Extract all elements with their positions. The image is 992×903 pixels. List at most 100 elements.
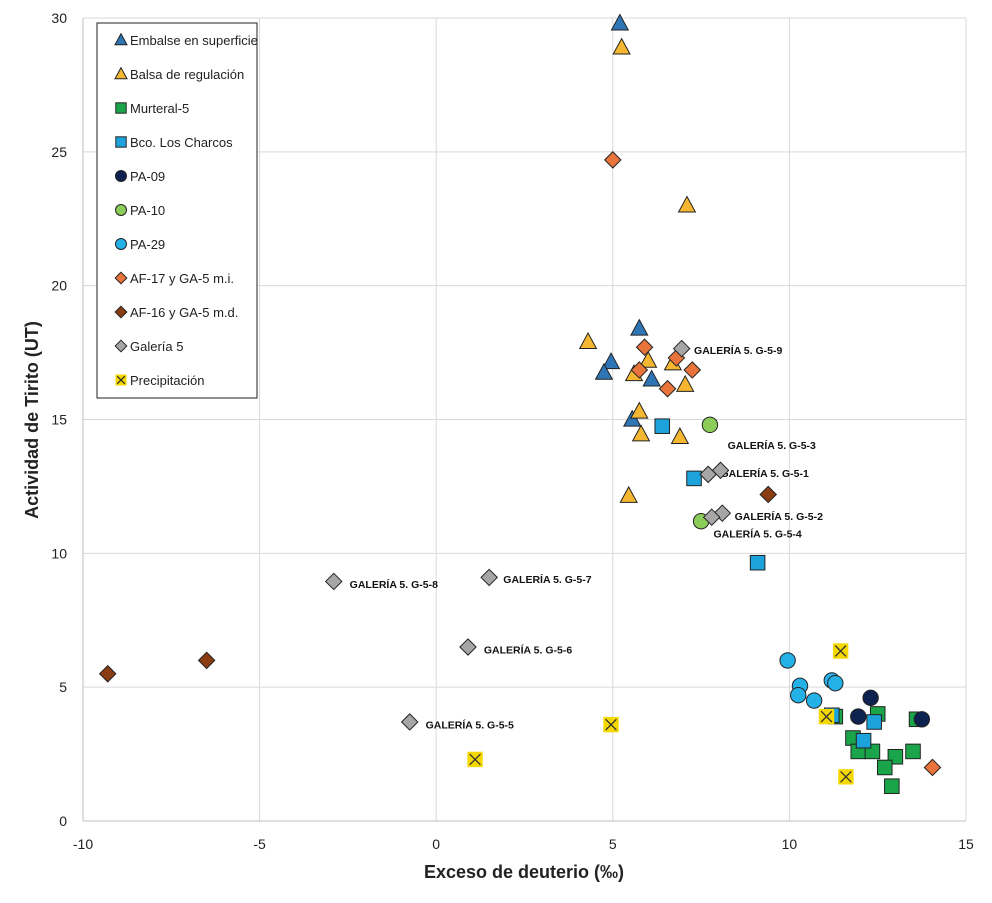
legend-item: AF-17 y GA-5 m.i. [114, 271, 234, 286]
x-tick-label: -5 [253, 836, 266, 852]
triangle-marker [675, 374, 695, 392]
annotation-label: GALERÍA 5. G-5-5 [426, 719, 514, 732]
circle-marker [115, 170, 127, 182]
y-tick-label: 15 [51, 412, 67, 428]
x-axis-title: Exceso de deuterio (‰) [424, 862, 624, 882]
x-marker [818, 708, 835, 725]
triangle-marker [610, 13, 630, 31]
diamond-marker [658, 379, 677, 398]
diamond-marker [635, 338, 654, 357]
diamond-marker [197, 651, 216, 670]
legend-item: Galería 5 [114, 339, 183, 354]
triangle-marker [114, 66, 128, 80]
legend-item: PA-10 [115, 203, 165, 218]
annotation-label: GALERÍA 5. G-5-1 [721, 467, 809, 480]
triangle-marker [601, 352, 621, 370]
x-marker [115, 374, 127, 386]
triangle-marker [677, 195, 697, 213]
legend-label: Murteral-5 [130, 101, 189, 116]
circle-marker [850, 708, 867, 725]
legend-item: PA-29 [115, 237, 165, 252]
y-axis-title: Actividad de Tirito (UT) [22, 321, 42, 519]
y-tick-label: 0 [59, 813, 67, 829]
diamond-marker [923, 758, 942, 777]
square-marker [855, 732, 872, 749]
diamond-marker [98, 664, 117, 683]
diamond-marker [759, 485, 778, 504]
legend-label: PA-29 [130, 237, 165, 252]
triangle-marker [630, 318, 649, 336]
circle-marker [862, 689, 879, 707]
gridlines [82, 17, 967, 822]
triangle-marker [114, 32, 128, 46]
square-marker [686, 470, 702, 487]
legend-label: PA-10 [130, 203, 165, 218]
triangle-marker [638, 350, 658, 368]
triangle-marker [619, 485, 638, 503]
triangle-marker [578, 332, 598, 349]
legend-label: Balsa de regulación [130, 67, 244, 82]
series-5 [692, 416, 719, 530]
circle-marker [805, 692, 823, 709]
legend-item: AF-16 y GA-5 m.d. [114, 305, 238, 320]
legend-item: Precipitación [115, 373, 204, 388]
circle-marker [701, 416, 719, 434]
annotation-label: GALERÍA 5. G-5-9 [694, 344, 782, 357]
x-marker-stroke [820, 710, 833, 723]
x-marker-stroke [840, 770, 852, 783]
x-tick-label: 10 [782, 836, 798, 852]
x-marker-stroke [834, 645, 847, 657]
x-tick-label: 5 [609, 836, 617, 852]
x-marker [603, 716, 619, 733]
series-6 [779, 652, 844, 709]
series-10 [467, 643, 854, 785]
annotation-label: GALERÍA 5. G-5-4 [713, 527, 801, 540]
diamond-marker [480, 568, 499, 587]
data-points [98, 13, 942, 794]
x-marker-stroke [469, 753, 481, 766]
diamond-marker [324, 572, 343, 591]
x-marker [832, 643, 849, 659]
triangle-marker [612, 37, 631, 55]
series-9 [324, 339, 732, 731]
circle-marker [790, 686, 807, 704]
diamond-marker [672, 339, 691, 358]
y-tick-label: 5 [59, 679, 67, 695]
triangle-marker [670, 427, 690, 445]
annotations: GALERÍA 5. G-5-9 GALERÍA 5. G-5-3 GALERÍA … [350, 344, 823, 732]
legend: Embalse en superficie Balsa de regulación… [96, 22, 258, 399]
diamond-marker [603, 151, 622, 169]
legend-label: Precipitación [130, 373, 204, 388]
legend-item: Embalse en superficie [114, 32, 258, 48]
y-tick-label: 30 [51, 10, 67, 26]
x-tick-label: 0 [432, 836, 440, 852]
square-marker [749, 554, 766, 571]
diamond-marker [699, 465, 717, 484]
square-marker [115, 136, 127, 148]
series-4 [850, 689, 931, 728]
diamond-marker [702, 508, 721, 527]
legend-item: Murteral-5 [115, 101, 189, 116]
triangle-marker [594, 362, 614, 380]
diamond-marker [114, 339, 128, 353]
annotation-label: GALERÍA 5. G-5-8 [350, 578, 438, 591]
legend-label: Galería 5 [130, 339, 183, 354]
axes: -10 -5 0 5 10 15 0 5 10 15 20 25 30 [51, 10, 974, 852]
y-tick-label: 20 [51, 278, 67, 294]
circle-marker [779, 652, 796, 669]
annotation-label: GALERÍA 5. G-5-6 [484, 644, 572, 657]
circle-marker [913, 711, 931, 728]
diamond-marker [114, 305, 128, 319]
circle-marker [115, 238, 127, 250]
square-marker [905, 743, 921, 760]
legend-label: AF-16 y GA-5 m.d. [130, 305, 238, 320]
legend-item: PA-09 [115, 169, 165, 184]
x-tick-label: 15 [958, 836, 974, 852]
annotation-label: GALERÍA 5. G-5-7 [503, 573, 591, 586]
legend-item: Balsa de regulación [114, 66, 244, 82]
y-tick-label: 10 [51, 545, 67, 561]
series-3 [654, 418, 882, 749]
x-marker-stroke [605, 718, 617, 731]
x-marker [838, 769, 854, 785]
